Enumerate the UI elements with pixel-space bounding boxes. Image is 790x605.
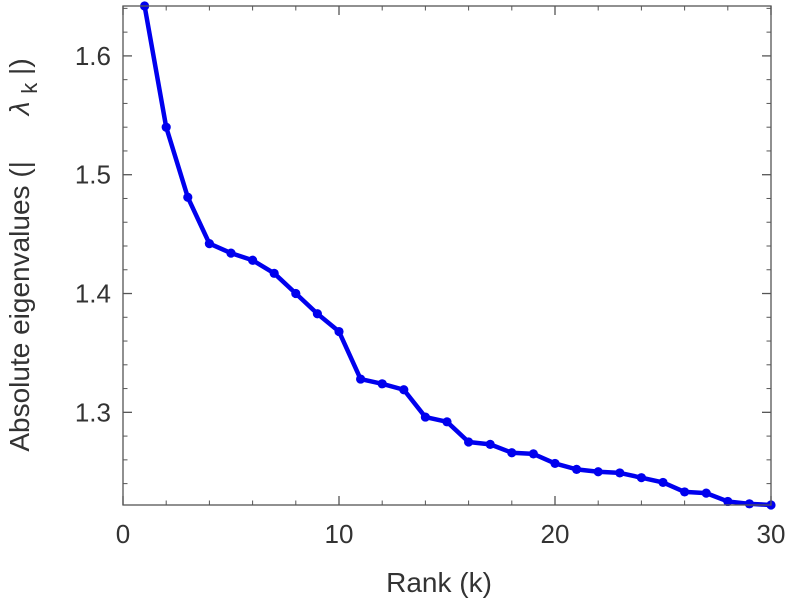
data-point	[312, 309, 322, 319]
data-point	[377, 379, 387, 389]
axis-ticks	[122, 6, 772, 505]
x-tick-label: 0	[116, 519, 130, 549]
data-point	[615, 468, 625, 478]
data-point	[356, 374, 366, 384]
data-point	[680, 487, 690, 497]
data-point	[161, 122, 171, 132]
data-point	[701, 488, 711, 498]
y-tick-label: 1.5	[75, 160, 111, 190]
y-axis-label: Absolute eigenvalues (| λ k |)	[4, 58, 43, 451]
data-point	[269, 268, 279, 278]
data-point	[226, 248, 236, 258]
data-point	[636, 473, 647, 483]
data-point	[658, 477, 668, 488]
data-point	[507, 448, 517, 458]
x-tick-label: 30	[757, 519, 786, 549]
series-line	[142, 3, 774, 508]
data-point	[550, 458, 560, 469]
x-tick-label: 20	[541, 519, 570, 549]
y-axis-label-subscript: k	[17, 82, 42, 94]
data-point	[593, 467, 603, 477]
data-point	[744, 499, 755, 509]
plot-frame	[122, 5, 772, 506]
tick-labels: 0 10 20 30 1.3 1.4 1.5 1.6	[75, 41, 786, 549]
y-axis-label-prefix: Absolute eigenvalues (|	[4, 161, 35, 452]
data-point	[291, 288, 301, 299]
y-axis-label-suffix: |)	[4, 58, 35, 75]
data-point	[528, 449, 539, 459]
x-axis-label: Rank (k)	[386, 567, 492, 598]
x-tick-label: 10	[325, 519, 354, 549]
y-tick-label: 1.3	[75, 397, 111, 427]
data-point	[572, 464, 582, 474]
data-point	[723, 496, 733, 507]
y-axis-label-symbol: λ	[4, 102, 35, 118]
y-tick-label: 1.4	[75, 279, 111, 309]
data-point	[464, 437, 474, 447]
data-point	[420, 412, 430, 422]
data-point	[442, 417, 452, 427]
data-point	[485, 439, 495, 450]
series-layer	[140, 1, 776, 510]
data-point	[248, 255, 258, 265]
y-tick-label: 1.6	[75, 41, 111, 71]
data-point	[399, 385, 409, 395]
data-point	[183, 192, 193, 202]
data-point	[334, 326, 344, 337]
data-point	[204, 239, 214, 249]
